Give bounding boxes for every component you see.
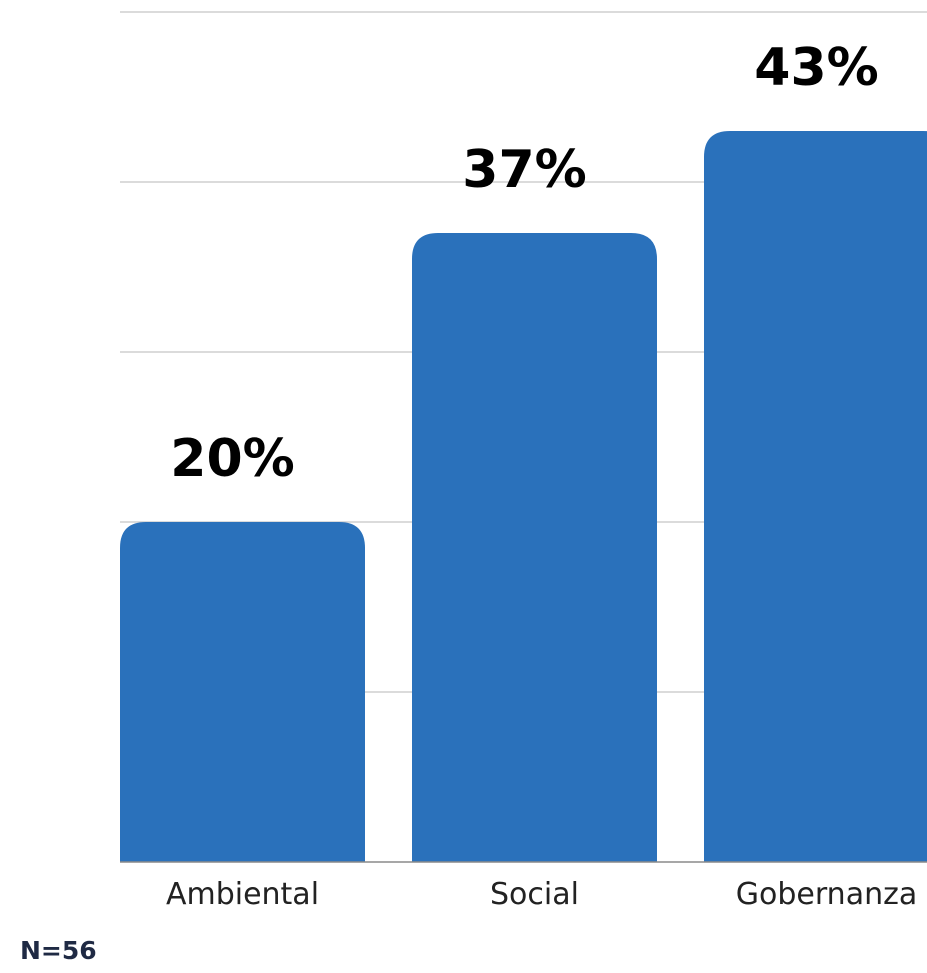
value-label: 37% (462, 140, 586, 200)
category-labels: Ambiental Social Gobernanza (166, 877, 917, 912)
bar-gobernanza (704, 131, 927, 862)
bars (120, 131, 927, 862)
bar-social (412, 233, 657, 862)
value-labels: 20% 37% 43% (170, 38, 878, 489)
category-label: Social (490, 877, 579, 912)
category-label: Ambiental (166, 877, 319, 912)
value-label: 20% (170, 429, 294, 489)
sample-size-note: N=56 (20, 936, 97, 965)
category-label: Gobernanza (736, 877, 917, 912)
bar-ambiental (120, 522, 365, 862)
value-label: 43% (754, 38, 878, 98)
